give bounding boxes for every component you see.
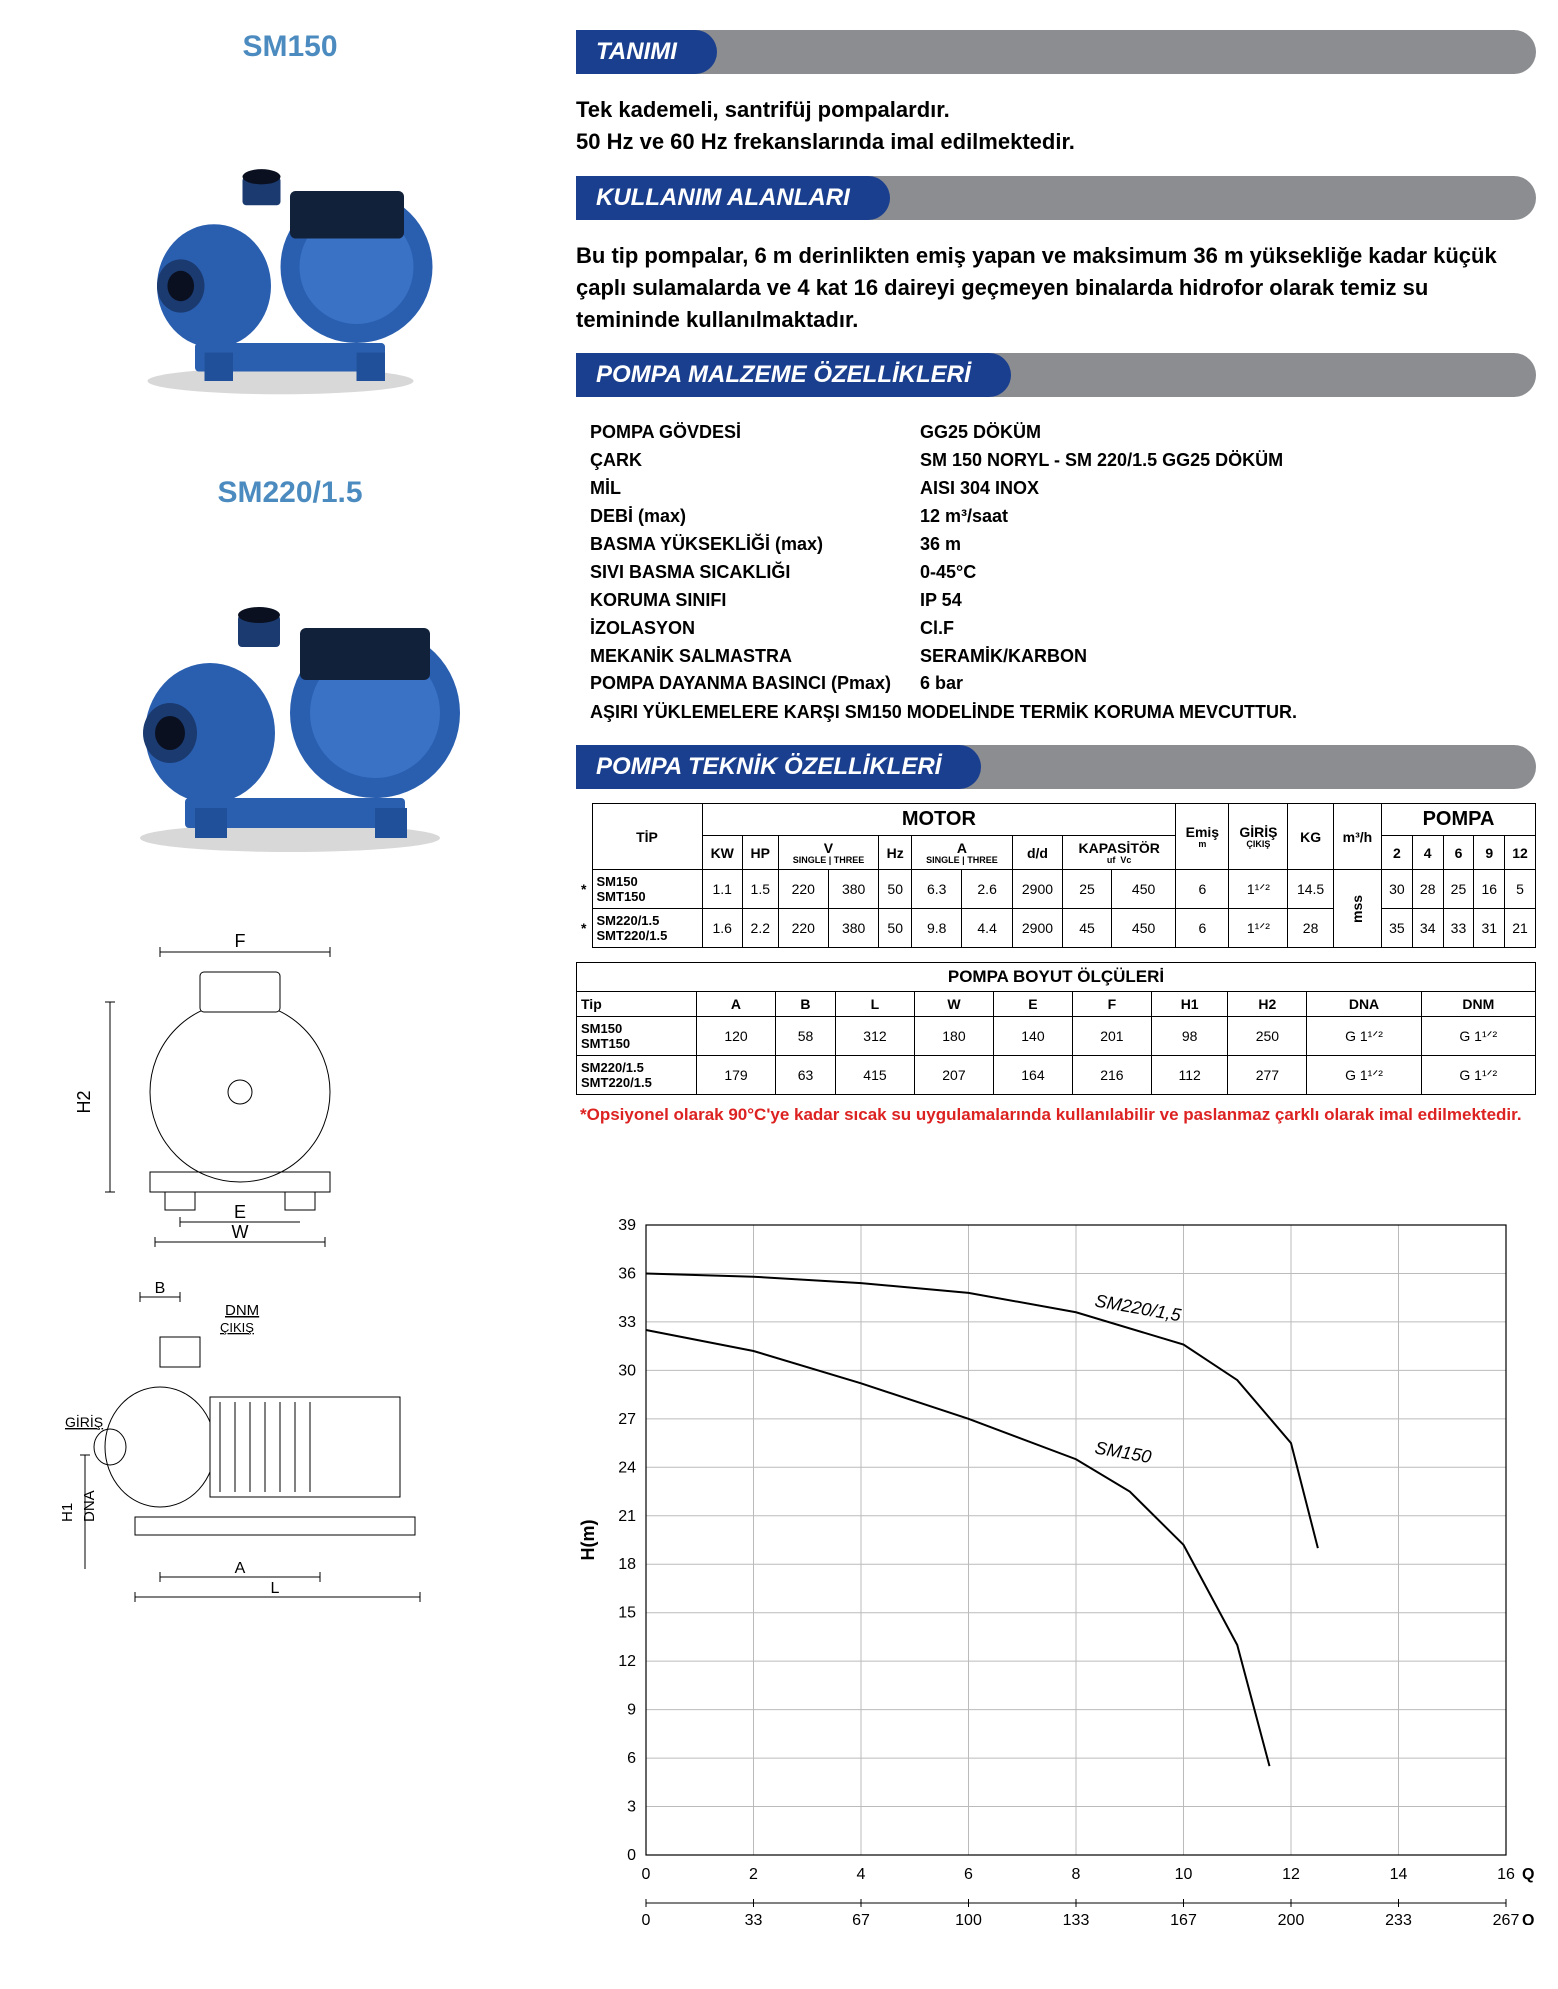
spec-row: POMPA GÖVDESİGG25 DÖKÜM (590, 419, 1536, 447)
svg-text:F: F (235, 931, 246, 951)
spec-row: İZOLASYONCl.F (590, 615, 1536, 643)
section-header-mat: POMPA MALZEME ÖZELLİKLERİ (576, 353, 1536, 397)
footnote: *Opsiyonel olarak 90°C'ye kadar sıcak su… (576, 1105, 1536, 1125)
spec-row: MİLAISI 304 INOX (590, 475, 1536, 503)
dimension-diagram-front: F E W H2 (40, 922, 540, 1257)
model2-title: SM220/1.5 (40, 476, 540, 510)
material-specs: POMPA GÖVDESİGG25 DÖKÜMÇARKSM 150 NORYL … (576, 411, 1536, 745)
product-image-1 (40, 82, 540, 452)
svg-text:16: 16 (1497, 1866, 1515, 1883)
tech-table: TİPMOTOREmişmGİRİŞÇIKIŞKGm³/hPOMPAKWHPVS… (576, 803, 1536, 948)
svg-text:27: 27 (618, 1411, 636, 1428)
usage-body: Bu tip pompalar, 6 m derinlikten emiş ya… (576, 234, 1536, 354)
svg-text:18: 18 (618, 1557, 636, 1574)
svg-text:B: B (155, 1280, 166, 1297)
performance-chart: 0369121518212427303336390246810121416Q03… (576, 1205, 1536, 1930)
svg-text:167: 167 (1170, 1912, 1197, 1925)
svg-text:36: 36 (618, 1266, 636, 1283)
svg-text:6: 6 (964, 1866, 973, 1883)
svg-text:A: A (235, 1560, 246, 1577)
svg-text:0: 0 (642, 1866, 651, 1883)
svg-text:H(m): H(m) (578, 1520, 598, 1561)
spec-row: MEKANİK SALMASTRASERAMİK/KARBON (590, 643, 1536, 671)
svg-text:E: E (234, 1202, 246, 1222)
spec-row: SIVI BASMA SICAKLIĞI0-45°C (590, 559, 1536, 587)
svg-text:2: 2 (749, 1866, 758, 1883)
svg-text:0: 0 (642, 1912, 651, 1925)
svg-text:21: 21 (618, 1508, 636, 1525)
spec-row: ÇARKSM 150 NORYL - SM 220/1.5 GG25 DÖKÜM (590, 447, 1536, 475)
section-header-usage: KULLANIM ALANLARI (576, 176, 1536, 220)
svg-text:SM150: SM150 (1093, 1438, 1153, 1468)
svg-text:100: 100 (955, 1912, 982, 1925)
svg-text:DNM: DNM (225, 1302, 259, 1319)
svg-text:133: 133 (1063, 1912, 1090, 1925)
svg-text:67: 67 (852, 1912, 870, 1925)
spec-row: DEBİ (max)12 m³/saat (590, 503, 1536, 531)
svg-text:GİRİŞ: GİRİŞ (65, 1413, 103, 1430)
dim-row: SM150 SMT1501205831218014020198250G 1¹ᐟ²… (577, 1017, 1536, 1056)
svg-text:10: 10 (1175, 1866, 1193, 1883)
svg-text:W: W (232, 1222, 249, 1242)
svg-text:15: 15 (618, 1605, 636, 1622)
svg-text:267: 267 (1493, 1912, 1520, 1925)
svg-text:SM220/1,5: SM220/1,5 (1093, 1291, 1183, 1326)
svg-text:9: 9 (627, 1702, 636, 1719)
svg-text:L: L (271, 1580, 280, 1597)
product-image-2 (40, 528, 540, 898)
svg-text:Q: Q (1522, 1866, 1534, 1883)
spec-row: BASMA YÜKSEKLİĞİ (max)36 m (590, 531, 1536, 559)
svg-text:12: 12 (618, 1654, 636, 1671)
svg-text:Q: Q (1522, 1912, 1534, 1925)
svg-text:4: 4 (857, 1866, 866, 1883)
section-header-def: TANIMI (576, 30, 1536, 74)
svg-text:33: 33 (745, 1912, 763, 1925)
spec-row: KORUMA SINIFIIP 54 (590, 587, 1536, 615)
svg-text:3: 3 (627, 1799, 636, 1816)
def-body: Tek kademeli, santrifüj pompalardır. 50 … (576, 88, 1536, 176)
material-note: AŞIRI YÜKLEMELERE KARŞI SM150 MODELİNDE … (590, 702, 1536, 723)
svg-text:200: 200 (1278, 1912, 1305, 1925)
svg-text:DNA: DNA (81, 1490, 98, 1522)
svg-text:6: 6 (627, 1750, 636, 1767)
svg-text:12: 12 (1282, 1866, 1300, 1883)
svg-text:14: 14 (1390, 1866, 1408, 1883)
model1-title: SM150 (40, 30, 540, 64)
dimension-diagram-side: B DNM ÇIKIŞ GİRİŞ (40, 1277, 540, 1612)
svg-text:33: 33 (618, 1314, 636, 1331)
svg-text:0: 0 (627, 1847, 636, 1864)
svg-text:H1: H1 (59, 1503, 76, 1522)
section-header-tech: POMPA TEKNİK ÖZELLİKLERİ (576, 745, 1536, 789)
svg-text:233: 233 (1385, 1912, 1412, 1925)
tech-row: *SM150 SMT1501.11.5220380506.32.62900254… (576, 870, 1536, 909)
spec-row: POMPA DAYANMA BASINCI (Pmax)6 bar (590, 670, 1536, 698)
svg-text:H2: H2 (74, 1090, 94, 1113)
svg-text:ÇIKIŞ: ÇIKIŞ (220, 1320, 254, 1335)
dim-table: POMPA BOYUT ÖLÇÜLERİTipABLWEFH1H2DNADNMS… (576, 962, 1536, 1095)
svg-text:8: 8 (1072, 1866, 1081, 1883)
svg-text:24: 24 (618, 1460, 636, 1477)
dim-row: SM220/1.5 SMT220/1.517963415207164216112… (577, 1056, 1536, 1095)
tech-row: *SM220/1.5 SMT220/1.51.62.2220380509.84.… (576, 909, 1536, 948)
svg-text:39: 39 (618, 1217, 636, 1234)
svg-text:30: 30 (618, 1363, 636, 1380)
